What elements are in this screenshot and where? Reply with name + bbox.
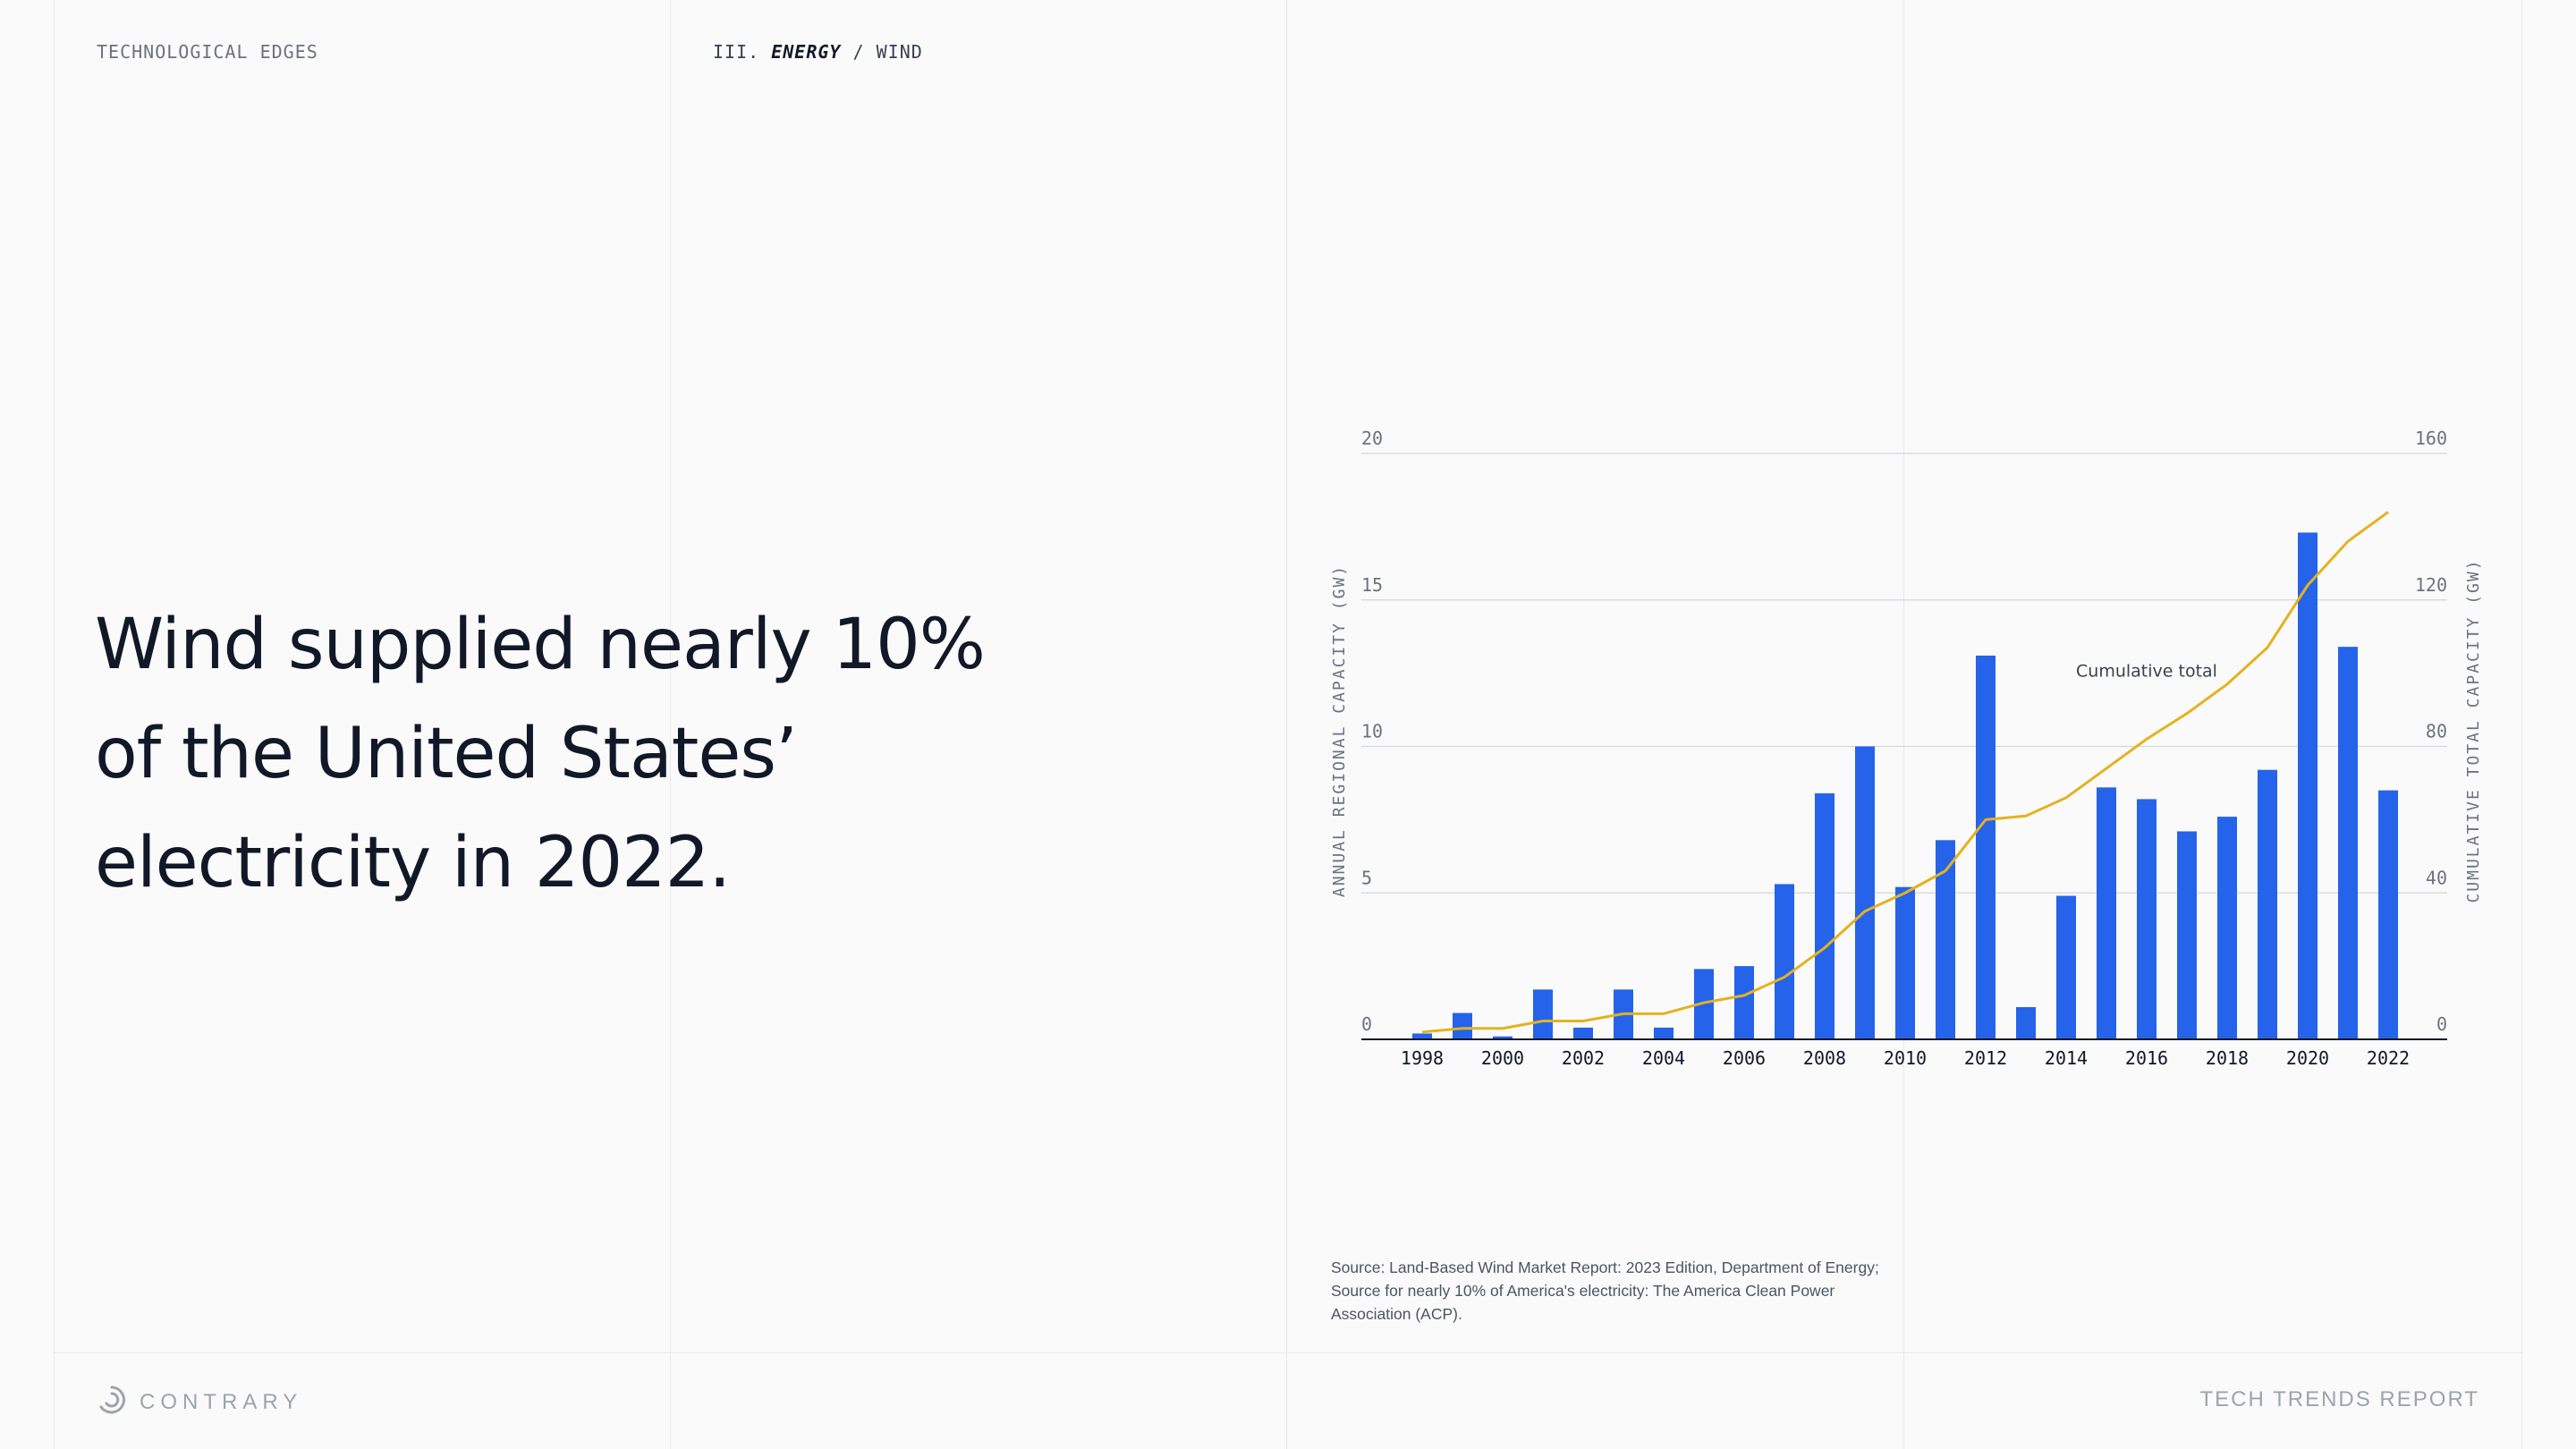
bar bbox=[1654, 1027, 1674, 1039]
footer-divider bbox=[54, 1352, 2522, 1353]
bar bbox=[2177, 831, 2197, 1039]
axes: 0 5 10 15 20 0 40 80 120 160 1998 2000 2002 2004 2006 2… bbox=[1330, 428, 2483, 1069]
headline: Wind supplied nearly 10% of the United St… bbox=[95, 605, 986, 903]
bar bbox=[1694, 969, 1714, 1039]
x-tick-label: 2020 bbox=[2286, 1047, 2329, 1069]
breadcrumb: III. ENERGY / WIND bbox=[713, 41, 923, 63]
cumulative-line-series bbox=[1421, 511, 2389, 1034]
bar bbox=[1453, 1013, 1472, 1039]
x-tick-label: 2012 bbox=[1964, 1047, 2007, 1069]
right-tick-label: 120 bbox=[2415, 574, 2447, 596]
contrary-swirl-icon bbox=[97, 1385, 127, 1419]
footer-brand[interactable]: CONTRARY bbox=[97, 1385, 302, 1419]
breadcrumb-separator: / bbox=[852, 41, 865, 63]
bar bbox=[2137, 799, 2157, 1039]
bar bbox=[2016, 1006, 2036, 1039]
left-tick-label: 15 bbox=[1361, 574, 1383, 596]
bar bbox=[2217, 817, 2237, 1039]
bar bbox=[1775, 884, 1794, 1039]
column-guide bbox=[1903, 0, 1904, 1449]
bar bbox=[1855, 746, 1875, 1039]
x-tick-label: 2016 bbox=[2125, 1047, 2168, 1069]
section-label: TECHNOLOGICAL EDGES bbox=[97, 41, 318, 63]
bar bbox=[1734, 966, 1754, 1039]
right-tick-label: 80 bbox=[2426, 721, 2447, 742]
x-tick-label: 2018 bbox=[2206, 1047, 2249, 1069]
bar bbox=[1976, 655, 1996, 1039]
right-tick-label: 40 bbox=[2426, 867, 2447, 888]
bar bbox=[1412, 1033, 1432, 1039]
bar bbox=[1533, 989, 1553, 1039]
right-tick-label: 0 bbox=[2436, 1013, 2447, 1035]
report-title: TECH TRENDS REPORT bbox=[2199, 1387, 2479, 1411]
left-tick-label: 0 bbox=[1361, 1013, 1372, 1035]
cumulative-annotation: Cumulative total bbox=[2076, 662, 2217, 682]
bar bbox=[2378, 790, 2398, 1039]
x-tick-label: 2014 bbox=[2045, 1047, 2088, 1069]
grid-lines bbox=[1361, 453, 2447, 894]
x-tick-label: 2010 bbox=[1884, 1047, 1927, 1069]
left-tick-label: 10 bbox=[1361, 721, 1383, 742]
bar bbox=[2298, 532, 2318, 1039]
right-axis-title: CUMULATIVE TOTAL CAPACITY (GW) bbox=[2464, 558, 2483, 902]
x-tick-label: 2022 bbox=[2367, 1047, 2410, 1069]
x-tick-label: 2002 bbox=[1562, 1047, 1605, 1069]
bar bbox=[1815, 792, 1835, 1039]
source-note: Source: Land-Based Wind Market Report: 2… bbox=[1331, 1258, 1879, 1323]
column-guide bbox=[670, 0, 671, 1449]
x-tick-label: 2008 bbox=[1803, 1047, 1846, 1069]
x-tick-label: 1998 bbox=[1401, 1047, 1444, 1069]
x-tick-label: 2000 bbox=[1481, 1047, 1524, 1069]
bar bbox=[1493, 1036, 1513, 1039]
column-guide bbox=[1286, 0, 1287, 1449]
x-tick-label: 2004 bbox=[1642, 1047, 1685, 1069]
bar bbox=[2338, 647, 2358, 1039]
bar bbox=[2258, 769, 2277, 1039]
bar bbox=[1573, 1027, 1593, 1039]
bar bbox=[2056, 895, 2076, 1039]
brand-name: CONTRARY bbox=[140, 1389, 303, 1414]
breadcrumb-numeral: III. bbox=[713, 41, 760, 63]
bar bbox=[2097, 787, 2116, 1039]
column-guide bbox=[2521, 0, 2522, 1449]
left-axis-title: ANNUAL REGIONAL CAPACITY (GW) bbox=[1330, 564, 1349, 897]
bar-series bbox=[1412, 532, 2398, 1039]
left-tick-label: 5 bbox=[1361, 867, 1372, 888]
cumulative-line bbox=[1421, 511, 2389, 1034]
left-tick-label: 20 bbox=[1361, 428, 1383, 449]
right-tick-label: 160 bbox=[2415, 428, 2447, 449]
bar bbox=[1895, 886, 1915, 1039]
breadcrumb-current[interactable]: WIND bbox=[876, 41, 923, 63]
column-guide bbox=[54, 0, 55, 1449]
x-tick-label: 2006 bbox=[1723, 1047, 1766, 1069]
wind-capacity-chart: 0 5 10 15 20 0 40 80 120 160 1998 2000 2002 2004 2006 2… bbox=[1330, 428, 2483, 1069]
bar bbox=[1936, 840, 1955, 1039]
breadcrumb-active[interactable]: ENERGY bbox=[771, 41, 842, 63]
